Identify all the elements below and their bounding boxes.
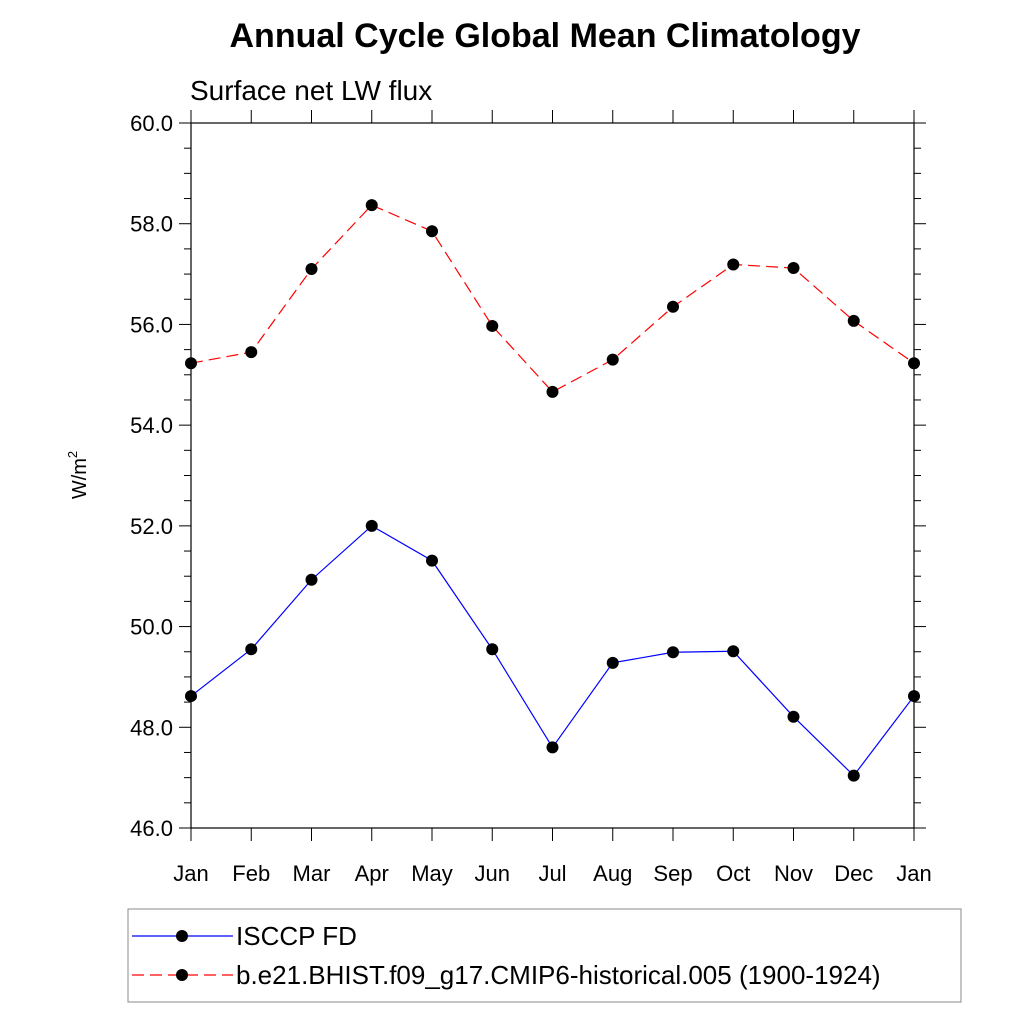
y-tick-label: 54.0 [130, 413, 173, 438]
data-point [305, 263, 318, 276]
legend-box [127, 908, 962, 1003]
y-tick-label: 52.0 [130, 514, 173, 539]
y-tick-label: 56.0 [130, 312, 173, 337]
y-axis-label-base: W/m [69, 458, 91, 499]
data-point [185, 357, 197, 370]
y-axis-label: W/m2 [65, 451, 91, 499]
data-point [667, 300, 679, 313]
chart-subtitle: Surface net LW flux [190, 75, 432, 106]
x-tick-label: Mar [293, 861, 331, 886]
y-tick-label: 50.0 [130, 615, 173, 640]
data-point [546, 385, 559, 398]
x-tick-label: Dec [834, 861, 873, 886]
y-axis-label-sup: 2 [65, 451, 80, 458]
data-point [185, 690, 197, 703]
x-tick-label: Jan [173, 861, 208, 886]
y-tick-label: 46.0 [130, 816, 173, 841]
data-point [486, 319, 499, 332]
y-tick-label: 58.0 [130, 212, 173, 237]
data-point [546, 741, 559, 754]
x-tick-label: Feb [232, 861, 270, 886]
data-point [606, 656, 619, 669]
data-point [908, 690, 920, 703]
legend-marker-1 [176, 969, 188, 981]
chart-title: Annual Cycle Global Mean Climatology [230, 17, 861, 55]
x-tick-label: Jan [896, 861, 931, 886]
y-tick-label: 60.0 [130, 111, 173, 136]
series-line-0 [190, 525, 915, 777]
data-point [727, 645, 740, 658]
x-tick-label: Sep [653, 861, 692, 886]
y-tick-label: 48.0 [130, 715, 173, 740]
x-tick-label: May [411, 861, 453, 886]
x-tick-label: Oct [716, 861, 750, 886]
legend: ISCCP FD b.e21.BHIST.f09_g17.CMIP6-histor… [127, 908, 962, 1003]
plot-frame [190, 122, 915, 829]
data-point [305, 573, 318, 586]
data-point [245, 346, 258, 359]
data-point [245, 643, 258, 656]
svg-text:W/m2: W/m2 [65, 451, 91, 499]
data-point [787, 710, 800, 723]
data-point [787, 262, 800, 275]
legend-label-0: ISCCP FD [236, 921, 357, 951]
data-point [727, 258, 740, 271]
data-point [365, 519, 378, 532]
data-point [847, 769, 860, 782]
data-point [667, 646, 679, 659]
x-tick-label: Nov [774, 861, 813, 886]
data-point [486, 643, 499, 656]
data-point [365, 199, 378, 212]
x-tick-label: Jun [475, 861, 510, 886]
x-tick-label: Jul [538, 861, 566, 886]
x-tick-label: Aug [593, 861, 632, 886]
data-point [426, 225, 438, 238]
legend-marker-0 [176, 930, 188, 942]
series-line-1 [190, 204, 915, 393]
data-point [426, 554, 438, 567]
data-point [908, 357, 920, 370]
data-point [847, 314, 860, 327]
x-tick-label: Apr [355, 861, 389, 886]
data-point [606, 353, 619, 366]
legend-label-1: b.e21.BHIST.f09_g17.CMIP6-historical.005… [236, 960, 881, 990]
